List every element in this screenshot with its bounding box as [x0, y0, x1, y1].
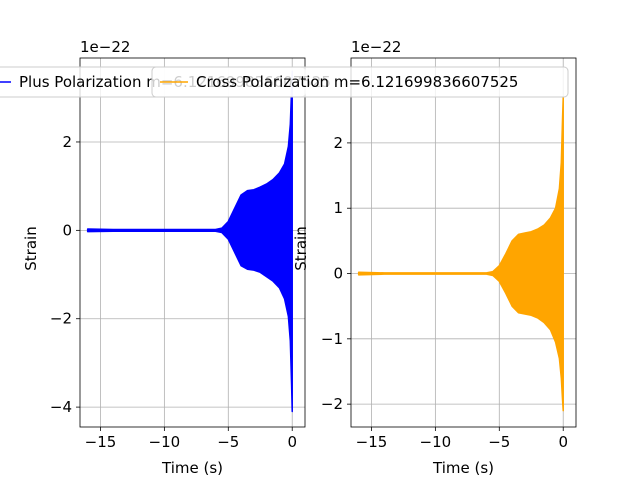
- y-tick-label: −2: [321, 395, 343, 413]
- x-tick-label: −5: [488, 433, 510, 451]
- legend-2: Cross Polarization m=6.121699836607525: [151, 66, 569, 98]
- x-axis-label: Time (s): [432, 459, 494, 477]
- y-tick-label: 2: [333, 134, 343, 152]
- x-tick-label: −5: [217, 433, 239, 451]
- x-tick-label: 0: [558, 433, 568, 451]
- legend-box: [151, 66, 569, 98]
- y-tick-label: 0: [333, 265, 343, 283]
- y-tick-label: −2: [50, 310, 72, 328]
- legend-entry-label: Cross Polarization m=6.121699836607525: [196, 73, 518, 91]
- subplot-1: −15 −10 −5 0 −4 −2 0 2 Time (s) Strain 1e−22: [22, 38, 306, 477]
- x-tick-label: 0: [287, 433, 297, 451]
- x-tick-label: −15: [85, 433, 117, 451]
- x-tick-label: −10: [420, 433, 452, 451]
- y-tick-label: −4: [50, 398, 72, 416]
- axes-frame: [350, 57, 577, 428]
- x-axis-label: Time (s): [161, 459, 223, 477]
- axes-frame: [79, 57, 306, 428]
- y-axis-label: Strain: [22, 226, 40, 270]
- y-tick-label: 0: [62, 221, 72, 239]
- series-1-waveform: [86, 70, 293, 413]
- y-tick-label: −1: [321, 330, 343, 348]
- y-axis-label: Strain: [292, 226, 310, 270]
- y-offset-label: 1e−22: [351, 38, 401, 56]
- y-tick-label: 1: [333, 199, 343, 217]
- series-1-waveform: [357, 96, 564, 412]
- y-offset-label: 1e−22: [80, 38, 130, 56]
- y-tick-label: 2: [62, 133, 72, 151]
- x-tick-label: −10: [149, 433, 181, 451]
- x-tick-label: −15: [356, 433, 388, 451]
